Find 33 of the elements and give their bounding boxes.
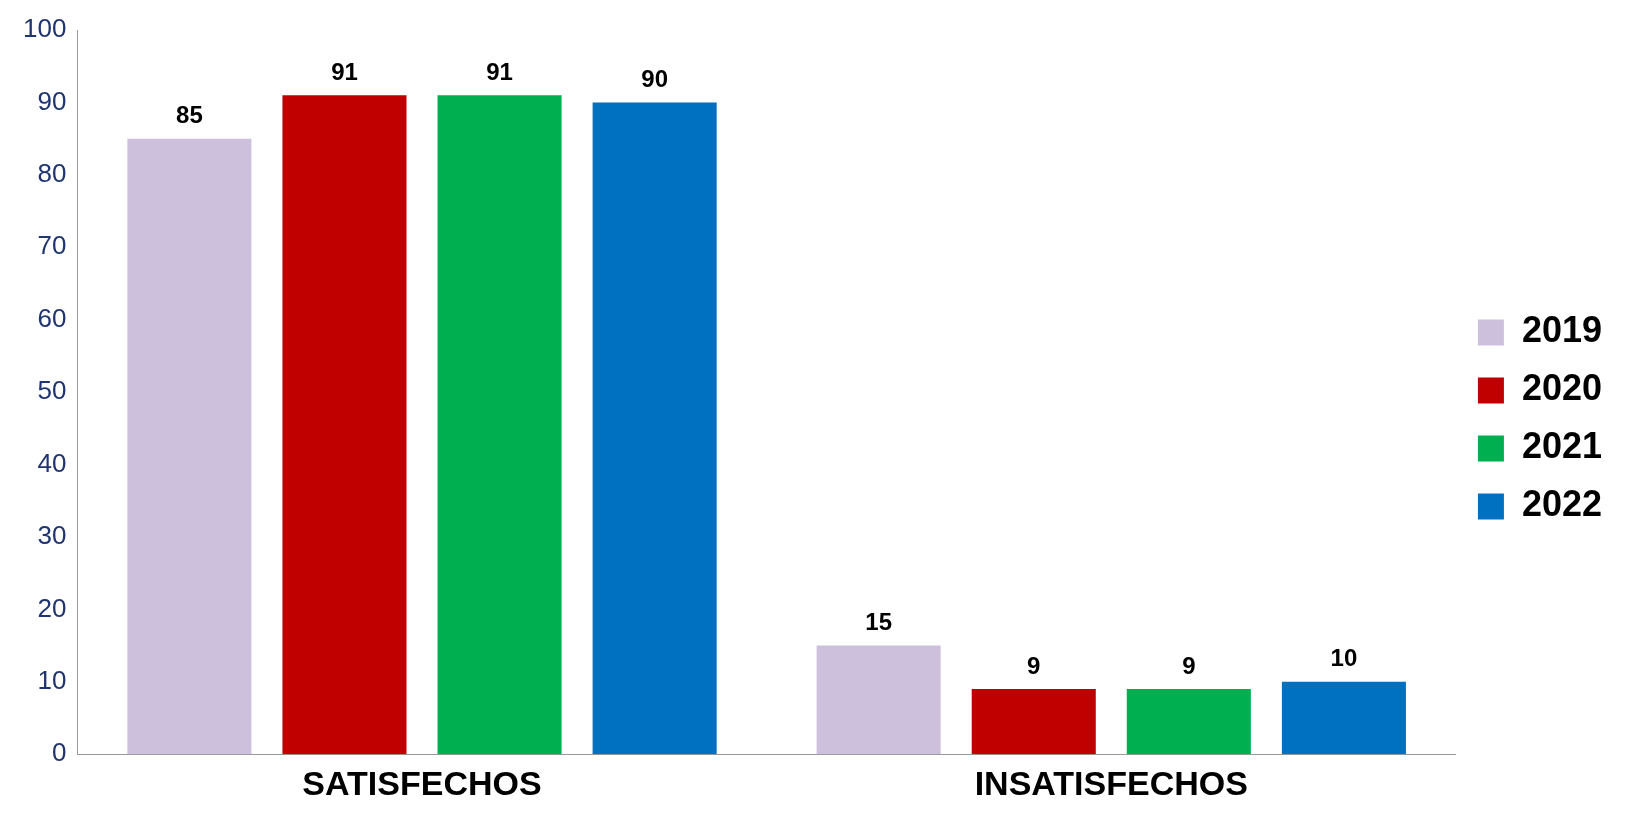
y-tick-label: 20 xyxy=(37,592,67,623)
legend-label: 2020 xyxy=(1521,367,1603,409)
y-tick-label: 30 xyxy=(37,520,67,551)
legend-label: 2019 xyxy=(1521,309,1603,351)
bar xyxy=(1126,689,1251,755)
y-tick-label: 90 xyxy=(37,85,67,116)
y-tick-label: 40 xyxy=(37,447,67,478)
data-label: 9 xyxy=(1182,651,1196,679)
bar xyxy=(127,138,252,755)
y-tick-label: 80 xyxy=(37,158,67,189)
data-label: 91 xyxy=(486,57,513,85)
y-tick-label: 0 xyxy=(51,737,67,768)
data-label: 91 xyxy=(331,57,358,85)
bar xyxy=(971,689,1096,755)
y-tick-label: 60 xyxy=(37,302,67,333)
bar xyxy=(437,95,562,755)
data-label: 9 xyxy=(1027,651,1041,679)
data-label: 85 xyxy=(176,101,203,129)
y-tick-label: 10 xyxy=(37,664,67,695)
data-label: 10 xyxy=(1330,644,1358,672)
y-tick-label: 70 xyxy=(37,230,67,261)
bar xyxy=(282,95,407,755)
bar xyxy=(592,102,717,755)
y-tick-label: 50 xyxy=(37,375,67,406)
legend-label: 2022 xyxy=(1521,483,1603,525)
bar xyxy=(816,645,941,755)
data-label: 15 xyxy=(865,608,892,636)
data-label: 90 xyxy=(641,65,668,93)
x-tick-label: SATISFECHOS xyxy=(302,763,542,802)
legend-label: 2021 xyxy=(1521,425,1603,467)
bar xyxy=(1281,681,1406,755)
x-tick-label: INSATISFECHOS xyxy=(974,763,1248,802)
y-tick-label: 100 xyxy=(22,13,67,44)
